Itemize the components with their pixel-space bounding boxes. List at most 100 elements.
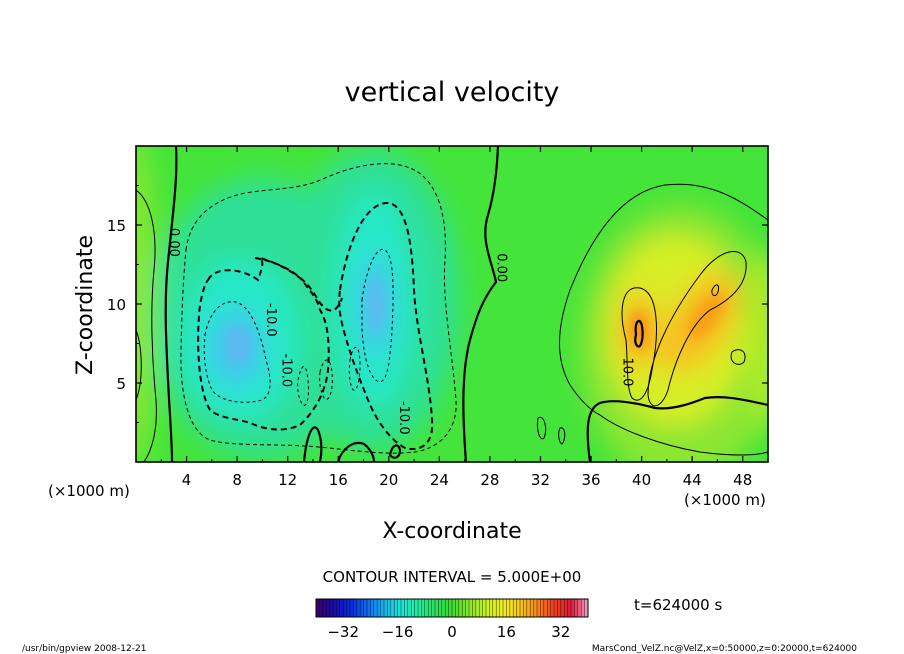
colorbar-frame <box>315 598 589 618</box>
colorbar-cell <box>421 599 426 617</box>
colorbar-cell <box>564 599 568 617</box>
contour-pos10-c <box>730 349 746 365</box>
colorbar-cell <box>448 599 453 617</box>
colorbar-cell <box>458 599 463 617</box>
contour-pos10-b <box>647 251 747 407</box>
contour-labels: 0.00 -10.0 -10.0 -10.0 0.00 10.0 <box>166 228 635 435</box>
colorbar-cell <box>428 599 432 617</box>
x-tick-label: 32 <box>531 471 550 489</box>
field-core-cyan-left <box>225 325 251 365</box>
x-tick-label: 24 <box>430 471 449 489</box>
colorbar-cell <box>326 599 330 617</box>
colorbar-cell <box>567 599 572 617</box>
colorbar-cell <box>482 599 487 617</box>
time-text: t=624000 s <box>634 596 722 614</box>
colorbar-cell <box>513 599 517 617</box>
contour-label: 0.00 <box>493 253 508 282</box>
colorbar-cell <box>380 599 385 617</box>
colorbar-cell <box>336 599 341 617</box>
colorbar-cell <box>523 599 528 617</box>
colorbar-tick-label: 0 <box>447 623 457 641</box>
footer-left: /usr/bin/gpview 2008-12-21 <box>22 644 146 654</box>
x-axis: 4 8 12 16 20 24 28 32 36 40 44 48 <box>160 146 752 489</box>
colorbar-cell <box>540 599 545 617</box>
colorbar-tick-label: −32 <box>327 623 359 641</box>
colorbar-cell <box>407 599 412 617</box>
colorbar: −32 −16 0 16 32 <box>315 598 589 641</box>
colorbar-cell <box>424 599 429 617</box>
colorbar-cell <box>530 599 534 617</box>
contour-neg-cell-b <box>319 359 333 400</box>
contour-neg15-right <box>361 248 394 383</box>
colorbar-cell <box>397 599 402 617</box>
colorbar-cell <box>384 599 388 617</box>
contour-neg15-left <box>203 301 271 403</box>
colorbar-cell <box>516 599 521 617</box>
colorbar-cell <box>431 599 436 617</box>
colorbar-cell <box>503 599 507 617</box>
contour-zero-bottom-b <box>336 441 376 462</box>
contour-pos5-left-edge <box>136 189 157 462</box>
colorbar-cell <box>571 599 575 617</box>
colorbar-cell <box>390 599 395 617</box>
colorbar-cell <box>445 599 449 617</box>
colorbar-cell <box>533 599 538 617</box>
colorbar-cell <box>363 599 368 617</box>
colorbar-cell <box>499 599 504 617</box>
colorbar-cell <box>554 599 558 617</box>
y-axis-unit: (×1000 m) <box>48 482 130 500</box>
colorbar-cell <box>333 599 337 617</box>
colorbar-cell <box>547 599 551 617</box>
y-axis: 5 10 15 <box>107 185 768 423</box>
colorbar-cell <box>489 599 494 617</box>
contour-neg10-right <box>338 201 434 450</box>
colorbar-cell <box>370 599 375 617</box>
contour-zero-bottom-a <box>302 426 323 462</box>
x-tick-label: 4 <box>182 471 192 489</box>
colorbar-cell <box>411 599 415 617</box>
colorbar-cell <box>537 599 541 617</box>
colorbar-cell <box>404 599 409 617</box>
colorbar-cell <box>520 599 524 617</box>
colorbar-cell <box>557 599 562 617</box>
colorbar-cell <box>329 599 334 617</box>
colorbar-cell <box>472 599 477 617</box>
field-core-cyan-right <box>368 277 384 333</box>
colorbar-cell <box>581 599 585 617</box>
colorbar-cell <box>452 599 456 617</box>
colorbar-cell <box>346 599 351 617</box>
colorbar-cell <box>465 599 470 617</box>
colorbar-cell <box>319 599 324 617</box>
colorbar-cell <box>526 599 531 617</box>
x-tick-label: 8 <box>232 471 242 489</box>
x-axis-unit: (×1000 m) <box>684 491 766 509</box>
colorbar-tick-label: 32 <box>551 623 570 641</box>
colorbar-cell <box>506 599 511 617</box>
colorbar-cell <box>455 599 460 617</box>
x-tick-label: 28 <box>480 471 499 489</box>
colorbar-cell <box>469 599 473 617</box>
colorbar-cell <box>496 599 500 617</box>
colorbar-cell <box>353 599 358 617</box>
contour-zero-left <box>164 146 178 462</box>
x-tick-label: 48 <box>733 471 752 489</box>
colorbar-cell <box>387 599 392 617</box>
x-tick-label: 40 <box>632 471 651 489</box>
x-tick-label: 36 <box>581 471 600 489</box>
y-axis-label: Z-coordinate <box>73 235 98 375</box>
contour-zero-right <box>586 395 768 462</box>
field-core-orange-right <box>687 292 725 340</box>
contour-pos5-left-edge-small <box>136 329 142 401</box>
contour-pos5-blob-a <box>537 416 547 440</box>
contour-zero-bottom-c <box>388 444 402 459</box>
contour-lines <box>136 146 768 462</box>
colorbar-cell <box>475 599 480 617</box>
colorbar-cell <box>543 599 548 617</box>
colorbar-cell <box>367 599 371 617</box>
contour-pos5-right-outer <box>559 183 768 416</box>
colorbar-cell <box>560 599 565 617</box>
colorbar-cell <box>356 599 361 617</box>
contour-neg-cell-c <box>348 347 361 391</box>
colorbar-cell <box>584 599 589 617</box>
